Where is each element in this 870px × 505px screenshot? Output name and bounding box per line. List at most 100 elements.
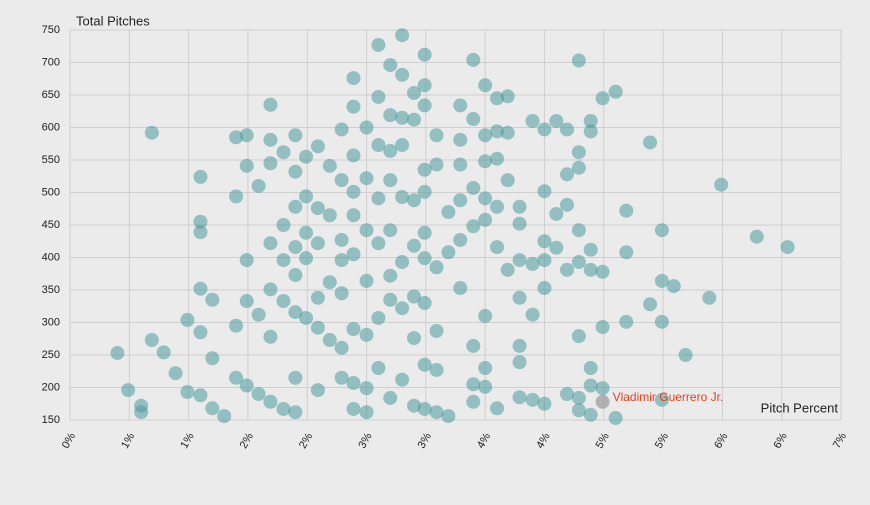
point <box>205 292 220 307</box>
point <box>346 71 361 86</box>
point <box>490 151 505 166</box>
point <box>417 225 432 240</box>
point <box>417 98 432 113</box>
point <box>500 125 515 140</box>
point <box>371 236 386 251</box>
point <box>619 203 634 218</box>
point <box>299 310 314 325</box>
point <box>346 99 361 114</box>
point <box>310 236 325 251</box>
point <box>371 191 386 206</box>
point <box>453 157 468 172</box>
y-tick-label: 550 <box>42 154 60 166</box>
y-tick-label: 750 <box>42 24 60 36</box>
point <box>288 128 303 143</box>
point <box>525 257 540 271</box>
point <box>500 89 515 104</box>
point <box>288 405 303 420</box>
point <box>549 114 564 128</box>
point <box>251 307 266 322</box>
point <box>537 253 552 268</box>
point <box>654 392 669 407</box>
point <box>441 205 456 219</box>
point <box>512 390 527 405</box>
point <box>276 401 291 416</box>
point <box>334 370 349 385</box>
point <box>371 310 386 325</box>
point <box>478 379 493 394</box>
point <box>466 338 481 353</box>
point <box>453 281 468 296</box>
point <box>417 162 432 177</box>
point <box>417 47 432 62</box>
point <box>429 362 444 377</box>
point <box>276 294 291 309</box>
point <box>144 333 159 348</box>
point <box>229 370 244 385</box>
point <box>276 218 291 232</box>
point <box>193 225 208 240</box>
point <box>180 312 195 327</box>
point <box>121 383 136 398</box>
point <box>429 405 444 420</box>
point <box>583 361 598 375</box>
point <box>678 348 693 362</box>
point <box>429 157 444 172</box>
y-tick-label: 500 <box>42 186 60 198</box>
point <box>310 201 325 216</box>
point <box>478 78 493 93</box>
point <box>251 179 266 193</box>
point <box>512 253 527 268</box>
point <box>619 245 634 260</box>
point <box>406 193 421 208</box>
point <box>346 247 361 262</box>
point <box>346 375 361 390</box>
point <box>478 154 493 169</box>
point <box>193 214 208 229</box>
point <box>512 290 527 305</box>
point <box>359 120 374 135</box>
point <box>395 67 410 82</box>
point <box>359 381 374 396</box>
point <box>571 255 586 270</box>
point <box>383 223 398 238</box>
point <box>239 128 254 143</box>
point <box>217 409 232 424</box>
highlight-point <box>595 394 610 409</box>
point <box>371 37 386 52</box>
point <box>702 290 717 305</box>
point <box>239 253 254 268</box>
point <box>395 28 410 43</box>
point <box>276 253 291 268</box>
y-tick-label: 700 <box>42 56 60 68</box>
point <box>571 160 586 175</box>
point <box>310 139 325 154</box>
point <box>429 128 444 143</box>
point <box>406 112 421 127</box>
point <box>395 301 410 316</box>
point <box>359 223 374 238</box>
point <box>406 331 421 346</box>
point <box>299 251 314 266</box>
point <box>310 383 325 398</box>
point <box>490 124 505 139</box>
point <box>334 173 349 188</box>
point <box>525 307 540 322</box>
point <box>595 381 610 396</box>
point <box>537 396 552 411</box>
y-tick-label: 300 <box>42 316 60 328</box>
point <box>549 206 564 221</box>
y-tick-label: 600 <box>42 121 60 133</box>
point <box>417 296 432 310</box>
point <box>583 378 598 393</box>
point <box>180 385 195 400</box>
point <box>359 171 374 186</box>
point <box>608 411 623 426</box>
point <box>500 173 515 188</box>
point <box>383 173 398 188</box>
point <box>537 184 552 199</box>
point <box>156 345 171 360</box>
point <box>205 401 220 416</box>
point <box>595 91 610 106</box>
point <box>643 297 658 312</box>
